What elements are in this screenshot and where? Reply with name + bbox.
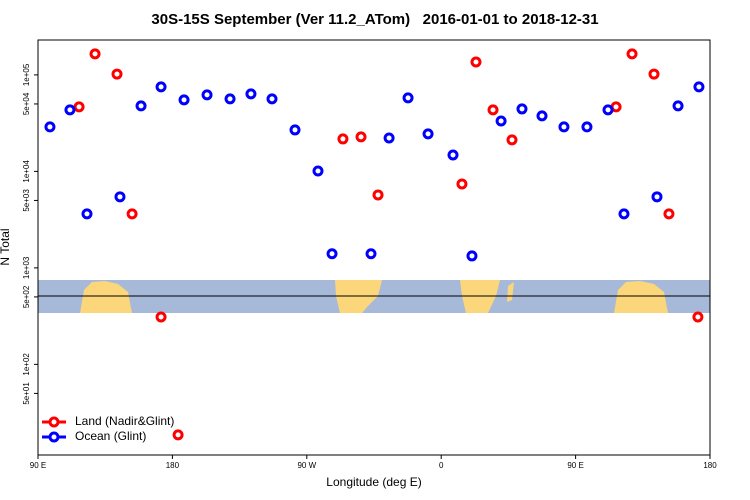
point (495, 115, 507, 127)
point (355, 131, 367, 143)
point (89, 48, 101, 60)
legend-marker (48, 416, 60, 428)
point (326, 248, 338, 260)
point (558, 121, 570, 133)
point (402, 92, 414, 104)
y-tick-label: 1e+02 (22, 353, 31, 376)
point (155, 311, 167, 323)
map-strip (38, 280, 710, 313)
point (648, 68, 660, 80)
point (626, 48, 638, 60)
point (73, 101, 85, 113)
point (289, 124, 301, 136)
point (64, 104, 76, 116)
point (224, 93, 236, 105)
y-axis-label: N Total (0, 228, 12, 265)
point (516, 103, 528, 115)
x-tick-label: 90 E (30, 461, 46, 470)
x-tick-label: 90 E (567, 461, 583, 470)
point (155, 81, 167, 93)
y-tick-label: 5e+02 (22, 285, 31, 308)
y-tick-label: 5e+01 (22, 382, 31, 405)
y-tick-label: 1e+03 (22, 256, 31, 279)
point (383, 132, 395, 144)
chart-title: 30S-15S September (Ver 11.2_ATom) 2016-0… (151, 11, 598, 28)
point (506, 134, 518, 146)
point (201, 89, 213, 101)
legend-label: Ocean (Glint) (75, 429, 146, 443)
point (651, 191, 663, 203)
y-tick-label: 5e+04 (22, 92, 31, 115)
point (487, 104, 499, 116)
y-tick-label: 1e+05 (22, 63, 31, 86)
plot-frame (37, 39, 711, 456)
point (114, 191, 126, 203)
point (312, 165, 324, 177)
point (672, 100, 684, 112)
point (456, 178, 468, 190)
point (581, 121, 593, 133)
point (618, 208, 630, 220)
point (693, 81, 705, 93)
point (372, 189, 384, 201)
point (172, 429, 184, 441)
point (536, 110, 548, 122)
x-tick-label: 180 (703, 461, 717, 470)
point (470, 56, 482, 68)
point (245, 88, 257, 100)
point (111, 68, 123, 80)
legend-marker (48, 431, 60, 443)
point (178, 94, 190, 106)
point (266, 93, 278, 105)
x-tick-label: 90 W (297, 461, 316, 470)
legend-label: Land (Nadir&Glint) (75, 414, 174, 428)
point (663, 208, 675, 220)
point (692, 311, 704, 323)
point (447, 149, 459, 161)
point (126, 208, 138, 220)
x-tick-label: 0 (439, 461, 444, 470)
x-axis-label: Longitude (deg E) (326, 475, 421, 489)
y-tick-label: 1e+04 (22, 160, 31, 183)
point (422, 128, 434, 140)
point (135, 100, 147, 112)
x-tick-label: 180 (166, 461, 180, 470)
y-tick-label: 5e+03 (22, 189, 31, 212)
point (466, 250, 478, 262)
point (81, 208, 93, 220)
point (602, 104, 614, 116)
point (365, 248, 377, 260)
point (337, 133, 349, 145)
point (44, 121, 56, 133)
